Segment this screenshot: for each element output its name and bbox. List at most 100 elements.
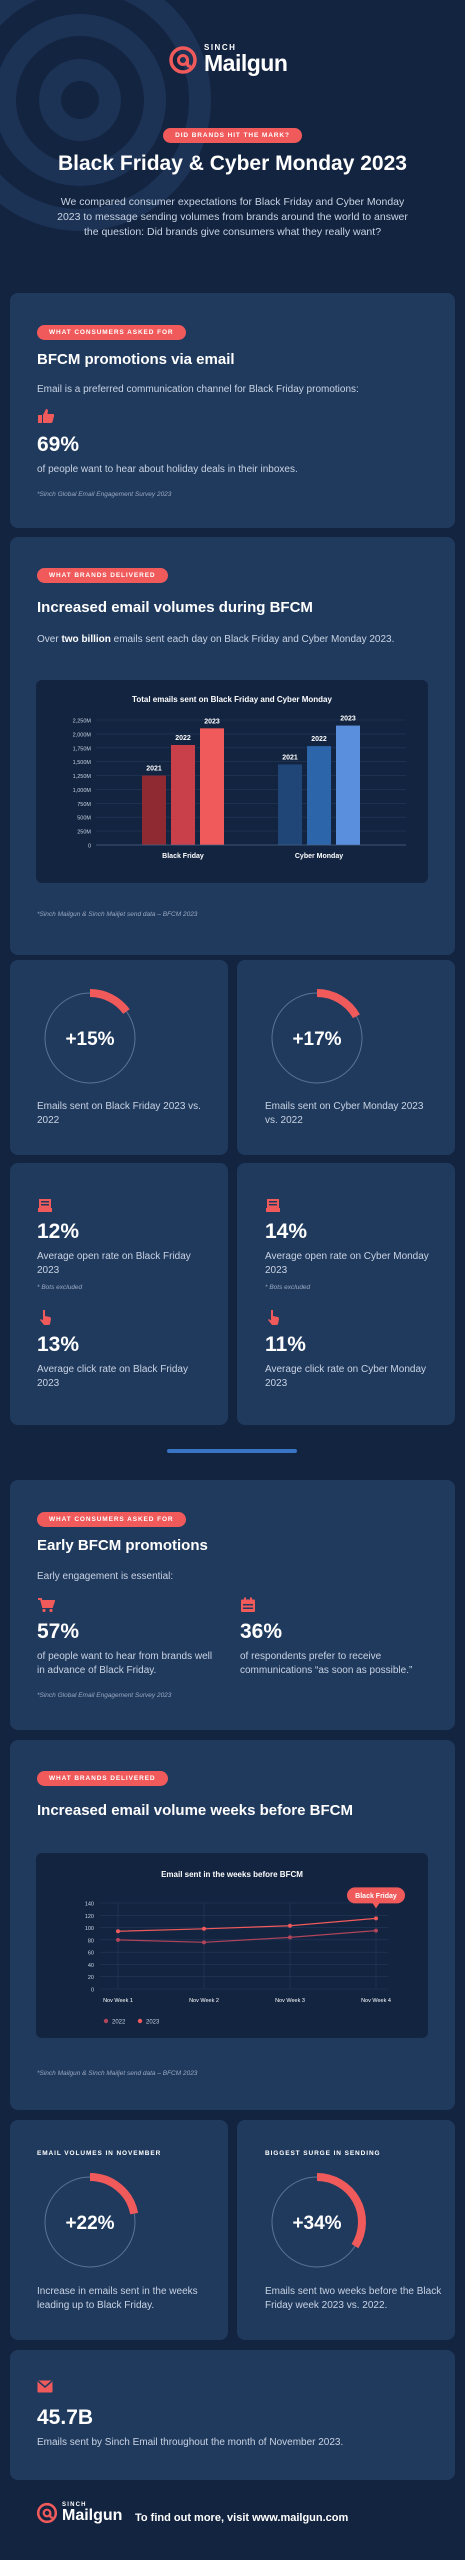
growth-value: +15%	[65, 1029, 114, 1050]
growth-text: Emails sent on Black Friday 2023 vs. 202…	[37, 1101, 201, 1126]
bar-black-friday-2023	[200, 728, 224, 845]
data-point-2023	[374, 1916, 378, 1921]
section-pill: WHAT BRANDS DELIVERED	[37, 568, 168, 583]
thumbs-up-icon	[38, 409, 55, 423]
section-title: BFCM promotions via email	[37, 351, 235, 368]
stat2-value: 36%	[240, 1620, 283, 1643]
footnote: *Sinch Mailgun & Sinch Mailjet send data…	[37, 2070, 198, 2077]
card-rates-cm: 14% Average open rate on Cyber Monday 20…	[237, 1163, 455, 1425]
data-point-2023	[116, 1929, 120, 1934]
annotation-bubble	[347, 1887, 405, 1904]
y-tick-label: 60	[88, 1951, 94, 1957]
y-tick-label: 750M	[77, 802, 91, 808]
pointer-click-icon	[40, 1310, 51, 1325]
y-tick-label: 120	[85, 1914, 94, 1920]
nov-arc	[89, 2173, 139, 2215]
data-point-2022	[116, 1937, 120, 1942]
open-rate-value: 12%	[37, 1220, 80, 1243]
click-rate-value: 11%	[265, 1333, 306, 1356]
line-chart: Email sent in the weeks before BFCM 0 20 4…	[85, 1870, 405, 2026]
section-divider	[167, 1449, 297, 1453]
legend-marker-2023	[137, 2018, 143, 2024]
line-chart-container: Email sent in the weeks before BFCM 0 20 4…	[36, 1853, 428, 2038]
y-tick-label: 1,750M	[73, 746, 92, 752]
logo-brand-top: SINCH	[62, 2502, 87, 2508]
envelope-open-icon	[38, 1199, 52, 1212]
section-text: Early engagement is essential:	[37, 1571, 174, 1582]
y-tick-label: 100	[85, 1926, 94, 1932]
y-tick-label: 2,000M	[73, 732, 92, 738]
stat-text: of people want to hear about holiday dea…	[37, 464, 298, 475]
section-pill: WHAT BRANDS DELIVERED	[37, 1771, 168, 1786]
growth-arc	[316, 989, 360, 1019]
x-category-label: Nov Week 2	[189, 1998, 219, 2004]
text-bold: two billion	[61, 634, 111, 645]
y-tick-label: 1,250M	[73, 774, 92, 780]
logo-brand-top: SINCH	[204, 43, 237, 52]
bar-cyber-monday-2021	[278, 764, 302, 845]
bar-data-label: 2022	[175, 735, 191, 742]
card-total-emails: 45.7B Emails sent by Sinch Email through…	[10, 2350, 455, 2480]
click-rate-value: 13%	[37, 1333, 80, 1356]
footer-logo[interactable]: SINCH Mailgun	[36, 2502, 122, 2524]
section-pill: WHAT CONSUMERS ASKED FOR	[37, 325, 186, 340]
card-rates-bf: 12% Average open rate on Black Friday 20…	[10, 1163, 228, 1425]
y-tick-label: 80	[88, 1938, 94, 1944]
nov-text: Emails sent two weeks before the Black F…	[265, 2286, 442, 2311]
bots-note: * Bots excluded	[265, 1284, 311, 1291]
card-growth-bf: +15% Emails sent on Black Friday 2023 vs…	[10, 960, 228, 1155]
card-label: EMAIL VOLUMES IN NOVEMBER	[37, 2150, 162, 2157]
card-email-volumes: WHAT BRANDS DELIVERED Increased email vo…	[10, 537, 455, 955]
growth-text: Emails sent on Cyber Monday 2023 vs. 202…	[265, 1101, 424, 1126]
card-early-promotions: WHAT CONSUMERS ASKED FOR Early BFCM prom…	[10, 1480, 455, 1730]
total-text: Emails sent by Sinch Email throughout th…	[37, 2437, 344, 2448]
mailgun-mark-icon	[36, 2502, 58, 2524]
x-category-label: Cyber Monday	[295, 853, 343, 860]
click-rate-text: Average click rate on Black Friday 2023	[37, 1364, 188, 1389]
series-line-2022	[117, 1930, 377, 1943]
growth-arc	[89, 989, 130, 1015]
data-point-2022	[202, 1940, 206, 1945]
y-tick-label: 140	[85, 1902, 94, 1908]
text-pre: Over	[37, 634, 62, 645]
x-category-label: Nov Week 3	[275, 1998, 305, 2004]
data-point-2022	[288, 1935, 292, 1940]
card-label: BIGGEST SURGE IN SENDING	[265, 2150, 381, 2157]
legend-marker-2022	[103, 2018, 109, 2024]
nov-value: +22%	[65, 2213, 114, 2234]
y-tick-label: 1,500M	[73, 760, 92, 766]
background-swirl-icon	[0, 0, 211, 231]
shopping-cart-icon	[38, 1598, 55, 1613]
bar-data-label: 2021	[282, 754, 298, 761]
section-text: Over two billion emails sent each day on…	[37, 633, 437, 647]
text-post: emails sent each day on Black Friday and…	[110, 634, 395, 645]
footer-cta-link[interactable]: To find out more, visit www.mailgun.com	[135, 2512, 349, 2524]
footnote: *Sinch Mailgun & Sinch Mailjet send data…	[37, 911, 198, 918]
stat2-text: of respondents prefer to receive communi…	[240, 1651, 413, 1676]
footnote: *Sinch Global Email Engagement Survey 20…	[37, 491, 172, 498]
x-category-label: Nov Week 4	[361, 1998, 391, 2004]
chart-title: Total emails sent on Black Friday and Cy…	[132, 695, 332, 704]
open-rate-value: 14%	[265, 1220, 308, 1243]
nov-ring-right: +34%	[271, 2173, 366, 2268]
card-growth-cm: +17% Emails sent on Cyber Monday 2023 vs…	[237, 960, 455, 1155]
y-tick-label: 2,250M	[73, 719, 92, 725]
mailgun-logo[interactable]: SINCH Mailgun	[168, 43, 288, 76]
bar-data-label: 2023	[340, 716, 356, 723]
logo-brand-name: Mailgun	[204, 50, 288, 76]
y-tick-label: 20	[88, 1975, 94, 1981]
card-biggest-surge: BIGGEST SURGE IN SENDING +34% Emails sen…	[237, 2120, 455, 2340]
card-weeks-before: WHAT BRANDS DELIVERED Increased email vo…	[10, 1740, 455, 2110]
y-tick-label: 0	[91, 1988, 94, 1994]
nov-text: Increase in emails sent in the weeks lea…	[37, 2286, 198, 2311]
section-title: Increased email volume weeks before BFCM	[37, 1802, 353, 1819]
bar-black-friday-2022	[171, 745, 195, 845]
data-point-2023	[202, 1926, 206, 1931]
footnote: *Sinch Global Email Engagement Survey 20…	[37, 1692, 172, 1699]
envelope-open-icon	[266, 1199, 280, 1212]
stat-value: 69%	[37, 433, 80, 456]
bar-cyber-monday-2022	[307, 746, 331, 845]
open-rate-text: Average open rate on Black Friday 2023	[37, 1251, 191, 1276]
section-text: Email is a preferred communication chann…	[37, 384, 359, 395]
